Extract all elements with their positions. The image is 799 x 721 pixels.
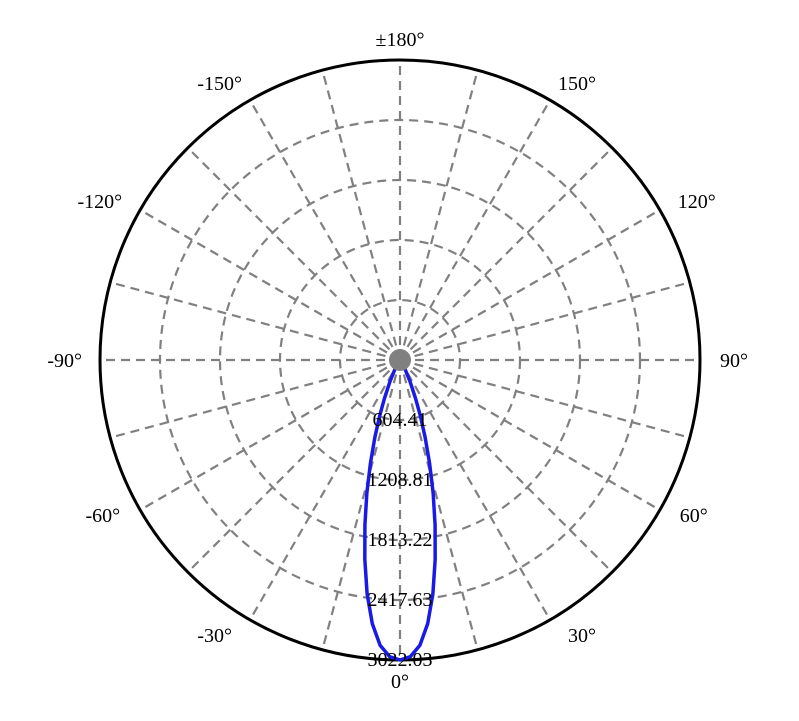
angle-label: -60°	[86, 505, 121, 527]
polar-chart: 604.41 1208.81 1813.22 2417.63 3022.030° 30° 6…	[0, 0, 799, 721]
angle-label: -90°	[47, 350, 82, 372]
angle-label: 150°	[558, 73, 596, 95]
angle-label: ±180°	[376, 29, 425, 51]
angle-label: -150°	[197, 73, 242, 95]
angle-label: 0°	[391, 671, 409, 693]
angle-label: 60°	[680, 505, 708, 527]
angle-label: -30°	[197, 625, 232, 647]
angle-label: 120°	[678, 191, 716, 213]
radial-tick-label: 604.41	[373, 409, 428, 431]
angle-label: 30°	[568, 625, 596, 647]
center-hub	[389, 349, 411, 371]
angle-label: -120°	[78, 191, 123, 213]
radial-tick-label: 1813.22	[368, 529, 433, 551]
radial-tick-label: 2417.63	[368, 589, 433, 611]
radial-tick-label: 1208.81	[368, 469, 433, 491]
radial-tick-label: 3022.03	[368, 649, 433, 671]
angle-label: 90°	[720, 350, 748, 372]
